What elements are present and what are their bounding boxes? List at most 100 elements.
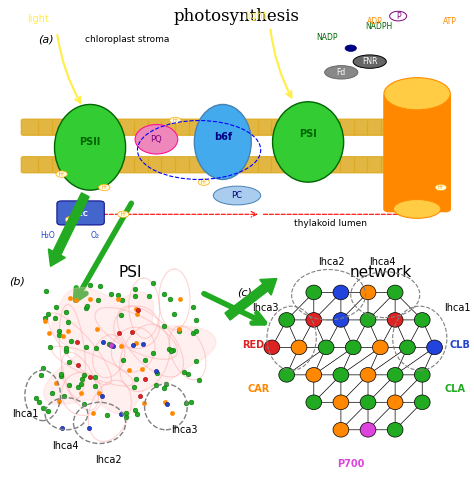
- Text: H⁺: H⁺: [172, 118, 179, 123]
- Point: [58, 370, 65, 377]
- Point: [145, 292, 153, 300]
- Circle shape: [306, 285, 322, 300]
- Point: [109, 342, 117, 350]
- Text: (c): (c): [237, 288, 252, 298]
- Point: [114, 295, 122, 302]
- Point: [118, 296, 126, 304]
- Point: [142, 356, 149, 364]
- Ellipse shape: [194, 104, 251, 180]
- Text: RED: RED: [242, 340, 264, 350]
- Point: [163, 400, 171, 408]
- Text: lhca4: lhca4: [370, 257, 396, 267]
- Text: PSII: PSII: [80, 137, 100, 147]
- Point: [134, 306, 141, 314]
- Text: PQ: PQ: [151, 135, 162, 144]
- Circle shape: [118, 211, 129, 218]
- Circle shape: [345, 45, 356, 52]
- Point: [165, 345, 173, 353]
- Point: [65, 381, 73, 389]
- Text: ATP: ATP: [443, 17, 457, 26]
- Circle shape: [56, 171, 67, 177]
- Point: [82, 343, 90, 351]
- Text: CAR: CAR: [247, 384, 270, 393]
- Circle shape: [198, 179, 210, 186]
- Circle shape: [306, 313, 322, 327]
- Text: lhca1: lhca1: [12, 409, 38, 419]
- Point: [160, 384, 168, 392]
- Point: [93, 325, 100, 333]
- Circle shape: [387, 313, 403, 327]
- Circle shape: [414, 395, 430, 410]
- Point: [153, 369, 161, 377]
- Point: [137, 392, 144, 400]
- Text: NADPH: NADPH: [365, 22, 393, 31]
- Point: [169, 346, 177, 354]
- Point: [190, 329, 197, 337]
- Text: H⁺: H⁺: [68, 217, 74, 222]
- Point: [131, 406, 139, 413]
- Point: [134, 310, 141, 318]
- Circle shape: [170, 117, 181, 124]
- Circle shape: [306, 368, 322, 382]
- Circle shape: [414, 368, 430, 382]
- Text: lhca2: lhca2: [95, 454, 121, 465]
- Point: [75, 383, 82, 391]
- Point: [80, 371, 88, 379]
- Point: [132, 338, 139, 346]
- Point: [78, 375, 86, 383]
- Circle shape: [360, 368, 376, 382]
- Text: lhca2: lhca2: [318, 257, 344, 267]
- Point: [140, 399, 148, 407]
- Text: H⁺: H⁺: [120, 212, 127, 217]
- Point: [46, 343, 54, 351]
- Text: FNR: FNR: [362, 57, 377, 66]
- Text: CLA: CLA: [445, 384, 465, 393]
- Text: (a): (a): [38, 35, 54, 45]
- Point: [39, 404, 47, 412]
- Point: [118, 342, 125, 350]
- Point: [108, 341, 115, 349]
- Point: [192, 317, 200, 324]
- Circle shape: [65, 216, 77, 223]
- Circle shape: [333, 422, 349, 437]
- Circle shape: [279, 368, 294, 382]
- Point: [74, 361, 82, 369]
- Text: P: P: [396, 12, 401, 20]
- Ellipse shape: [213, 186, 261, 205]
- Ellipse shape: [55, 105, 126, 190]
- Point: [86, 295, 93, 302]
- Text: H⁺: H⁺: [201, 180, 207, 185]
- Point: [94, 296, 101, 304]
- Point: [73, 338, 81, 346]
- Point: [66, 295, 74, 302]
- Circle shape: [291, 340, 307, 355]
- Point: [72, 296, 80, 304]
- Point: [64, 328, 72, 336]
- Circle shape: [400, 340, 415, 355]
- Text: photosynthesis: photosynthesis: [174, 8, 300, 25]
- FancyBboxPatch shape: [384, 94, 450, 211]
- Circle shape: [346, 340, 361, 355]
- Point: [133, 410, 141, 418]
- Text: Fd: Fd: [337, 68, 346, 77]
- Text: PSI: PSI: [299, 129, 317, 139]
- Point: [96, 389, 103, 397]
- Point: [128, 328, 136, 336]
- Point: [98, 392, 106, 400]
- Point: [86, 373, 93, 380]
- Ellipse shape: [273, 102, 344, 182]
- Point: [58, 372, 65, 379]
- Text: H⁺: H⁺: [58, 171, 65, 177]
- Circle shape: [373, 340, 388, 355]
- Point: [117, 311, 125, 318]
- Point: [153, 381, 160, 389]
- Point: [64, 318, 72, 326]
- Text: lhca3: lhca3: [252, 303, 279, 314]
- Point: [52, 379, 60, 387]
- Point: [115, 329, 123, 337]
- Polygon shape: [44, 287, 216, 414]
- Circle shape: [360, 313, 376, 327]
- Point: [52, 303, 60, 311]
- Text: CLB: CLB: [449, 340, 470, 350]
- Point: [67, 337, 74, 345]
